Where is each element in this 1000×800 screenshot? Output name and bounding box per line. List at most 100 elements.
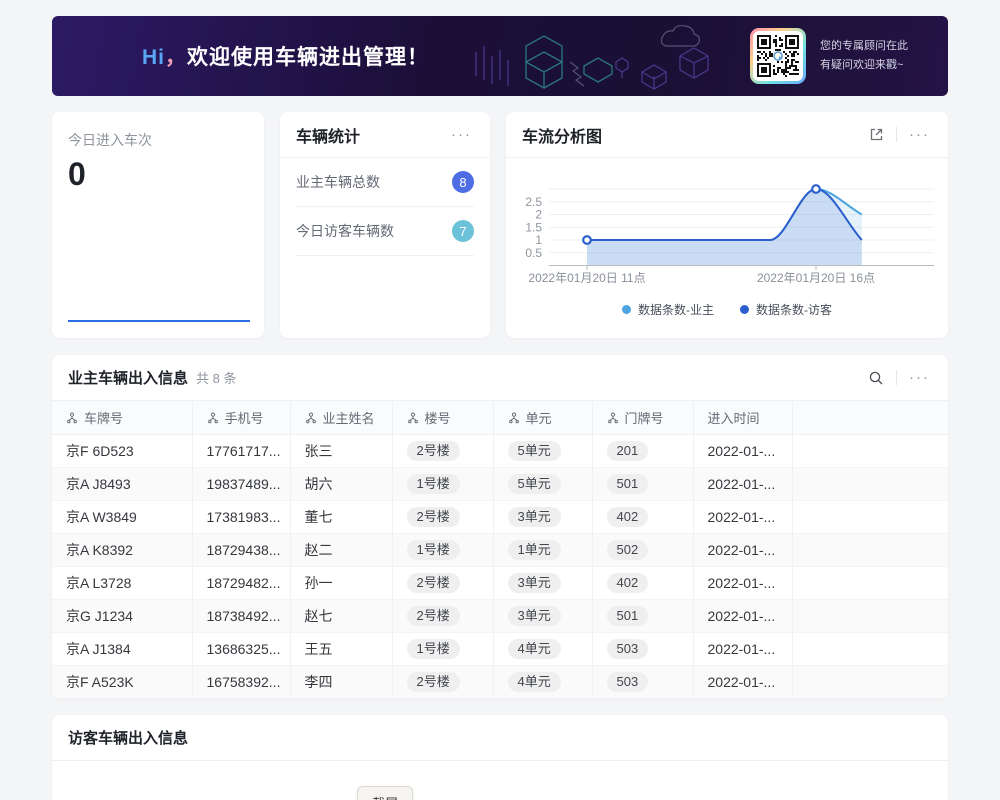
stat-label: 业主车辆总数	[296, 174, 380, 190]
legend-item[interactable]: 数据条数-业主	[622, 301, 714, 318]
banner-consultant-block: 您的专属顾问在此 有疑问欢迎来戳~	[750, 16, 908, 96]
table-cell: 1单元	[493, 533, 593, 567]
tag-pill: 1单元	[507, 540, 561, 560]
table-cell: 京A W3849	[52, 500, 193, 534]
svg-text:1: 1	[535, 233, 542, 247]
table-cell: 京A K8392	[52, 533, 193, 567]
welcome-title: Hi，欢迎使用车辆进出管理！	[142, 41, 429, 71]
table-header-row: 车牌号 手机号 业主姓名 楼号 单元 门牌号 进入时间	[52, 400, 948, 435]
tag-pill: 2号楼	[406, 573, 460, 593]
column-header[interactable]: 单元	[493, 400, 593, 435]
table-cell: 503	[592, 632, 694, 666]
owner-table-title: 业主车辆出入信息	[68, 370, 189, 387]
tag-pill: 3单元	[507, 573, 561, 593]
column-header[interactable]: 进入时间	[693, 400, 793, 435]
table-cell	[792, 599, 948, 633]
column-header[interactable]: 业主姓名	[290, 400, 393, 435]
table-cell: 501	[592, 599, 694, 633]
top-cards-row: 今日进入车次 0 车辆统计 ··· 业主车辆总数 8 今日访客车辆数 7 车流分…	[52, 112, 948, 338]
tag-pill: 501	[606, 474, 649, 494]
field-type-icon	[508, 411, 519, 423]
field-type-icon	[407, 411, 418, 423]
table-row[interactable]: 京A W3849 17381983... 董七 2号楼 3单元 402 2022-01-..…	[52, 500, 948, 534]
divider	[896, 127, 897, 142]
vehicle-stats-card: 车辆统计 ··· 业主车辆总数 8 今日访客车辆数 7	[280, 112, 490, 338]
table-cell: 16758392...	[192, 665, 291, 699]
today-entries-value: 0	[68, 156, 86, 192]
legend-dot-icon	[622, 305, 631, 314]
table-cell: 孙一	[290, 566, 393, 600]
tag-pill: 5单元	[507, 441, 561, 461]
table-cell: 京A J1384	[52, 632, 193, 666]
qr-code	[750, 28, 806, 84]
table-cell	[792, 434, 948, 468]
table-cell: 1号楼	[392, 467, 494, 501]
table-row[interactable]: 京F A523K 16758392... 李四 2号楼 4单元 503 2022-01-..…	[52, 665, 948, 699]
table-row[interactable]: 京A J8493 19837489... 胡六 1号楼 5单元 501 2022-01-..…	[52, 467, 948, 501]
more-menu-icon[interactable]: ···	[451, 126, 472, 143]
table-cell: 京A L3728	[52, 566, 193, 600]
tag-pill: 201	[606, 441, 649, 461]
tag-pill: 402	[606, 507, 649, 527]
search-icon[interactable]	[866, 368, 886, 388]
column-header-label: 车牌号	[84, 411, 124, 426]
table-cell: 2022-01-...	[693, 434, 793, 468]
table-cell	[792, 566, 948, 600]
table-cell: 2号楼	[392, 665, 494, 699]
tag-pill: 1号楼	[406, 639, 460, 659]
tag-pill: 4单元	[507, 672, 561, 692]
column-header[interactable]: 车牌号	[52, 400, 193, 435]
owner-vehicles-table: 车牌号 手机号 业主姓名 楼号 单元 门牌号 进入时间 京F 6D523 17761717..…	[52, 400, 948, 699]
table-cell: 2号楼	[392, 566, 494, 600]
traffic-flow-chart: 2022年01月20日 11点 2022年01月20日 16点 0.511.522.…	[525, 184, 934, 285]
table-cell: 3单元	[493, 566, 593, 600]
tag-pill: 3单元	[507, 507, 561, 527]
column-header-label: 业主姓名	[322, 411, 375, 426]
table-row[interactable]: 京G J1234 18738492... 赵七 2号楼 3单元 501 2022-01-..…	[52, 599, 948, 633]
table-cell: 京F A523K	[52, 665, 193, 699]
stat-value-badge: 8	[452, 171, 474, 193]
stat-row-owner-total: 业主车辆总数 8	[296, 158, 474, 207]
stat-value-badge: 7	[452, 220, 474, 242]
column-header[interactable]	[792, 400, 948, 435]
table-cell: 501	[592, 467, 694, 501]
table-cell: 5单元	[493, 467, 593, 501]
svg-text:2022年01月20日 16点: 2022年01月20日 16点	[757, 271, 875, 285]
traffic-chart-title: 车流分析图	[522, 128, 603, 146]
traffic-chart-card: 车流分析图 ··· 2022年01月20日 11点 2022年01月20日 16点…	[506, 112, 948, 338]
legend-dot-icon	[740, 305, 749, 314]
table-row[interactable]: 京A L3728 18729482... 孙一 2号楼 3单元 402 2022-01-..…	[52, 566, 948, 600]
table-cell: 5单元	[493, 434, 593, 468]
divider	[896, 370, 897, 385]
screenshot-button[interactable]: 截屏	[357, 786, 414, 800]
svg-text:2.5: 2.5	[525, 195, 542, 209]
table-cell: 王五	[290, 632, 393, 666]
table-cell: 1号楼	[392, 533, 494, 567]
table-cell: 3单元	[493, 500, 593, 534]
table-cell	[792, 467, 948, 501]
column-header[interactable]: 楼号	[392, 400, 494, 435]
table-cell: 张三	[290, 434, 393, 468]
visitor-table-title: 访客车辆出入信息	[68, 730, 189, 747]
column-header[interactable]: 门牌号	[592, 400, 694, 435]
chart-legend: 数据条数-业主 数据条数-访客	[506, 301, 948, 318]
today-entries-sparkline	[68, 320, 250, 322]
table-cell: 2022-01-...	[693, 632, 793, 666]
more-menu-icon[interactable]: ···	[909, 369, 930, 386]
stat-label: 今日访客车辆数	[296, 223, 394, 239]
table-cell: 13686325...	[192, 632, 291, 666]
column-header[interactable]: 手机号	[192, 400, 291, 435]
table-row[interactable]: 京F 6D523 17761717... 张三 2号楼 5单元 201 2022-01-..…	[52, 434, 948, 468]
legend-label: 数据条数-业主	[638, 303, 714, 317]
table-row[interactable]: 京A K8392 18729438... 赵二 1号楼 1单元 502 2022-01-..…	[52, 533, 948, 567]
table-cell: 2号楼	[392, 599, 494, 633]
more-menu-icon[interactable]: ···	[909, 126, 930, 143]
legend-item[interactable]: 数据条数-访客	[740, 301, 832, 318]
owner-vehicles-card: 业主车辆出入信息 共 8 条 ··· 车牌号 手机号 业主姓名 楼号 单元 门牌号 进入时间…	[52, 355, 948, 699]
banner-isometric-decoration	[475, 24, 709, 90]
owner-table-count: 共 8 条	[196, 371, 237, 386]
table-row[interactable]: 京A J1384 13686325... 王五 1号楼 4单元 503 2022-01-..…	[52, 632, 948, 666]
export-icon[interactable]	[867, 125, 886, 144]
table-cell: 2022-01-...	[693, 665, 793, 699]
welcome-banner: Hi，欢迎使用车辆进出管理！ 您的专属顾问在此 有疑问欢迎来戳~	[52, 16, 948, 96]
